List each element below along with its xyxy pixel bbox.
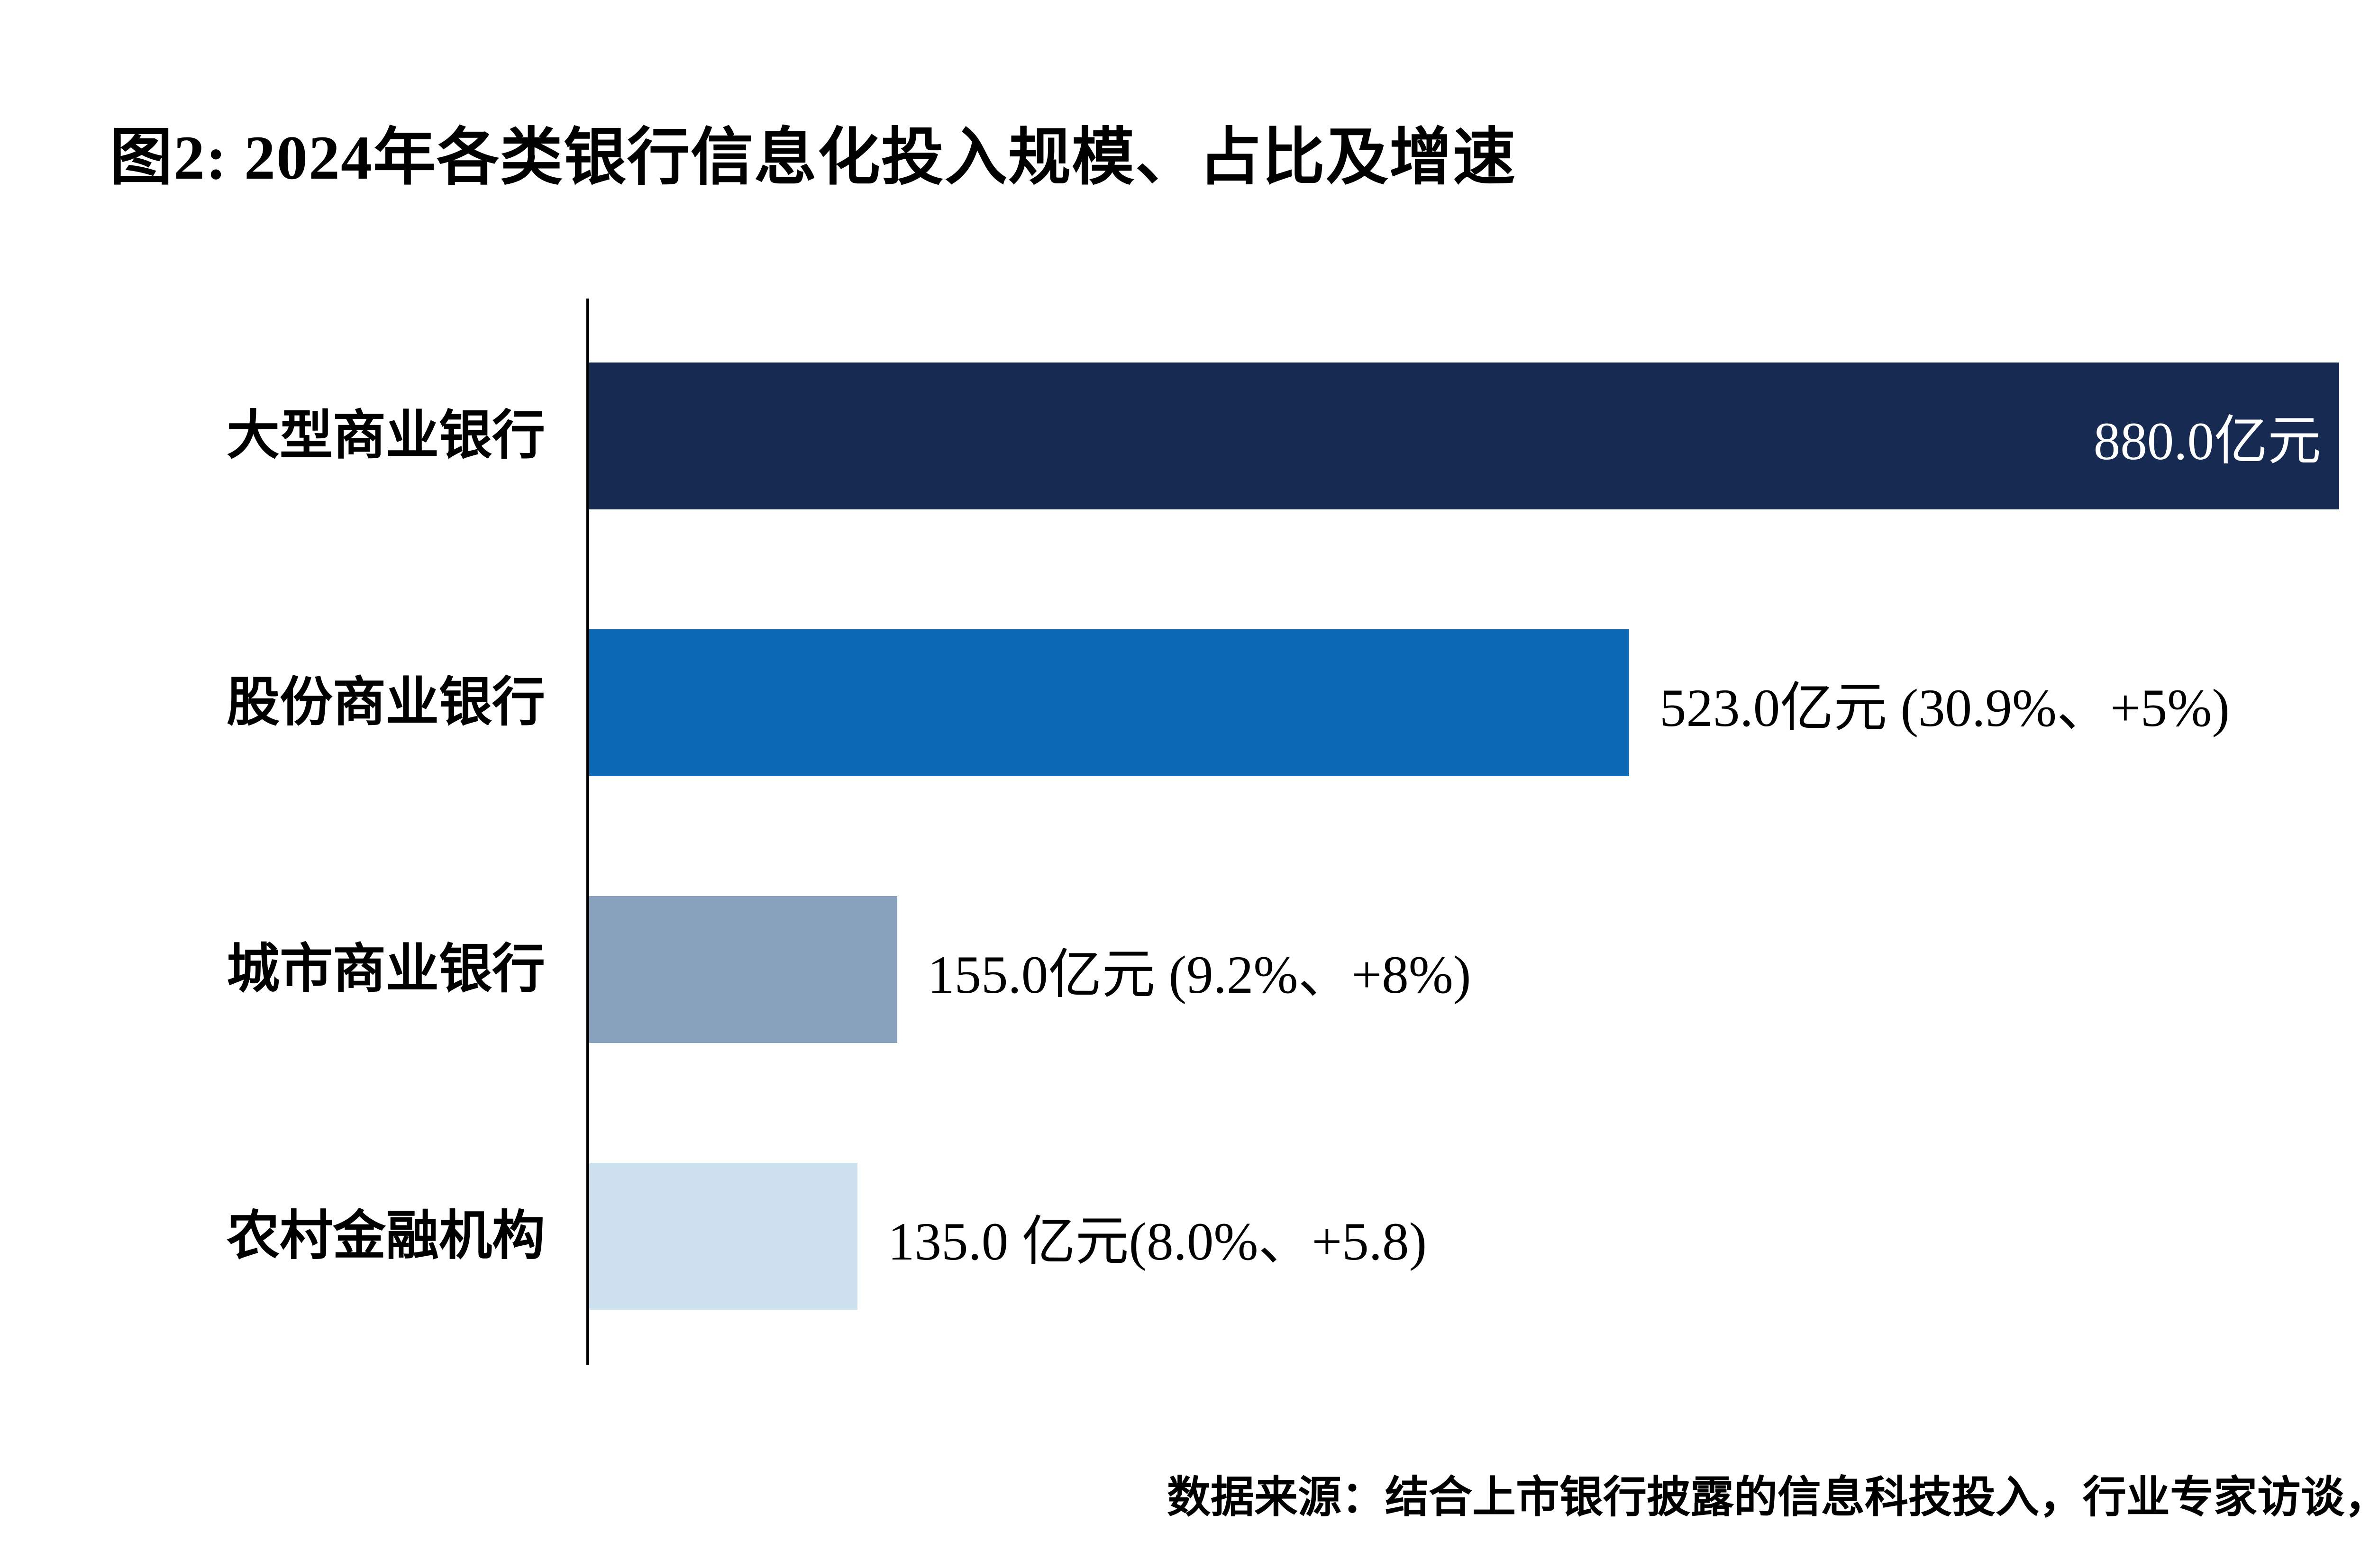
- bar-rural-financial-institutions: [589, 1163, 857, 1310]
- bar-row: 135.0 亿元(8.0%、+5.8): [589, 1163, 1427, 1310]
- bar-row: 155.0亿元 (9.2%、+8%): [589, 896, 1471, 1043]
- bar-large-commercial-banks: 880.0亿元: [589, 363, 2339, 509]
- bar-row: 880.0亿元 (52.0%、+2%): [589, 363, 2370, 509]
- category-label-joint-stock-commercial-banks: 股份商业银行: [227, 673, 545, 732]
- bar-value-outside: 135.0 亿元(8.0%、+5.8): [888, 1212, 1427, 1271]
- category-label-large-commercial-banks: 大型商业银行: [227, 407, 545, 465]
- bar-value-inside: 880.0亿元: [2093, 412, 2321, 471]
- category-label-rural-financial-institutions: 农村金融机构: [227, 1207, 545, 1266]
- bar-joint-stock-commercial-banks: [589, 629, 1629, 776]
- bar-row: 523.0亿元 (30.9%、+5%): [589, 629, 2230, 776]
- bar-city-commercial-banks: [589, 896, 897, 1043]
- chart-title: 图2: 2024年各类银行信息化投入规模、占比及增速: [110, 123, 1516, 192]
- bar-value-outside: 523.0亿元 (30.9%、+5%): [1659, 679, 2230, 738]
- y-axis-line: [586, 299, 589, 1365]
- data-source-note: 数据来源：结合上市银行披露的信息科技投入，行业专家访谈，由科智咨询分析得到: [1167, 1473, 2370, 1522]
- plot-area: 880.0亿元 (52.0%、+2%) 523.0亿元 (30.9%、+5%) …: [589, 299, 2370, 1365]
- bar-value-outside: 155.0亿元 (9.2%、+8%): [928, 945, 1471, 1005]
- category-label-city-commercial-banks: 城市商业银行: [227, 940, 545, 999]
